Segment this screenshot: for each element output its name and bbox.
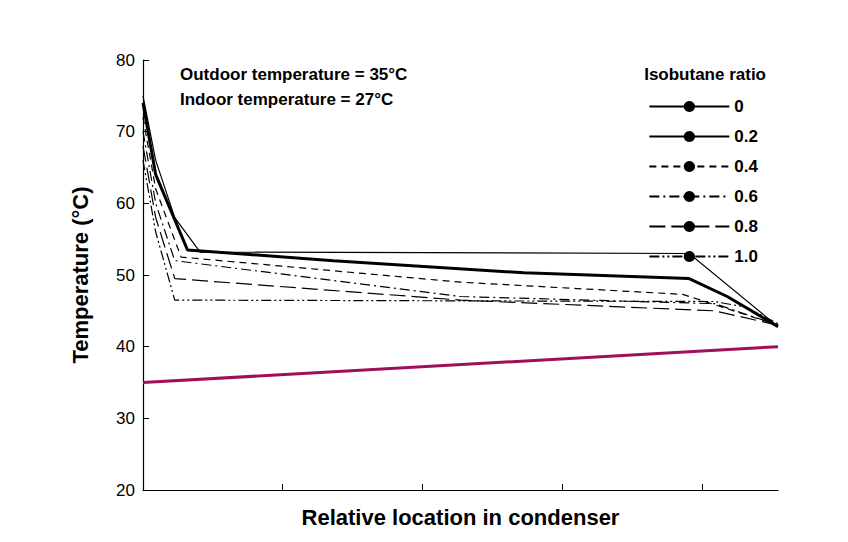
svg-text:Outdoor temperature = 35°C: Outdoor temperature = 35°C xyxy=(180,65,407,84)
svg-text:30: 30 xyxy=(116,409,135,428)
svg-text:Isobutane ratio: Isobutane ratio xyxy=(644,65,766,84)
svg-text:60: 60 xyxy=(116,194,135,213)
svg-text:20: 20 xyxy=(116,481,135,500)
svg-text:0.2: 0.2 xyxy=(734,127,758,146)
svg-text:70: 70 xyxy=(116,122,135,141)
svg-text:40: 40 xyxy=(116,337,135,356)
svg-text:50: 50 xyxy=(116,266,135,285)
svg-text:Temperature (°C): Temperature (°C) xyxy=(68,186,93,363)
svg-text:0.4: 0.4 xyxy=(734,157,758,176)
svg-text:Relative location in condenser: Relative location in condenser xyxy=(302,505,620,530)
svg-text:80: 80 xyxy=(116,51,135,70)
svg-text:1.0: 1.0 xyxy=(734,247,758,266)
svg-text:0.6: 0.6 xyxy=(734,187,758,206)
svg-text:Indoor temperature = 27°C: Indoor temperature = 27°C xyxy=(180,90,393,109)
svg-text:0.8: 0.8 xyxy=(734,217,758,236)
svg-text:0: 0 xyxy=(734,97,743,116)
